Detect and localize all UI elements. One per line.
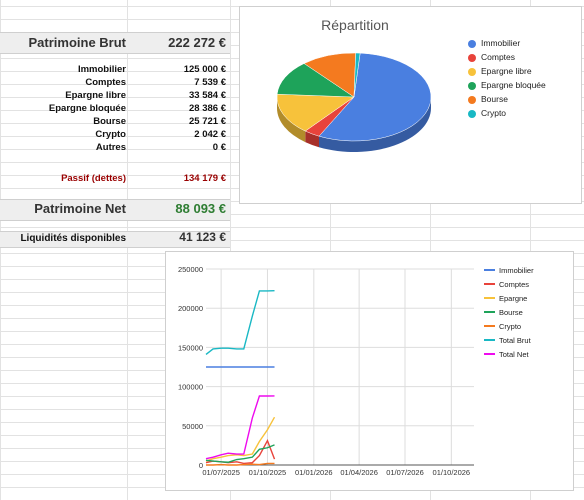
line-chart-panel[interactable]: 0 50000 100000 150000 200000 250000 01/07/2025…	[165, 251, 574, 491]
patrimoine-net-label[interactable]: Patrimoine Net	[34, 201, 126, 216]
x-tick-label: 01/07/2025	[202, 468, 240, 477]
pie-chart-panel[interactable]: Répartition Immobilier Comptes Epargne l…	[239, 6, 582, 204]
pie-slice-crypto	[353, 52, 361, 98]
y-tick-label: 200000	[178, 304, 203, 313]
liquidites-value[interactable]: 41 123 €	[179, 230, 226, 244]
x-tick-label: 01/10/2025	[249, 468, 287, 477]
x-tick-label: 01/01/2026	[295, 468, 333, 477]
liquid-band	[0, 231, 230, 248]
legend-dot-comptes	[468, 54, 476, 62]
pie-slice-immobilier	[318, 52, 432, 142]
row-value-epargne-libre[interactable]: 33 584 €	[189, 90, 226, 101]
pie-slice-epargne-bloquée	[276, 63, 355, 98]
series-line-bourse	[205, 444, 275, 463]
y-tick-label: 250000	[178, 265, 203, 274]
passif-value[interactable]: 134 179 €	[183, 173, 226, 184]
legend-crypto: Crypto	[481, 108, 507, 118]
legend-label-bourse: Bourse	[499, 308, 523, 317]
legend-immobilier: Immobilier	[481, 38, 521, 48]
legend-epargne-bloquee: Epargne bloquée	[481, 80, 546, 90]
pie-slice-epargne-libre	[276, 93, 355, 132]
line-chart: 0 50000 100000 150000 200000 250000 01/07/2025…	[178, 265, 534, 477]
legend-label-epargne: Epargne	[499, 294, 527, 303]
legend-label-comptes: Comptes	[499, 280, 529, 289]
row-label-epargne-libre[interactable]: Epargne libre	[65, 90, 126, 101]
pie-chart-title: Répartition	[321, 17, 389, 33]
legend-bourse: Bourse	[481, 94, 508, 104]
patrimoine-brut-label[interactable]: Patrimoine Brut	[28, 35, 126, 50]
patrimoine-net-value[interactable]: 88 093 €	[175, 201, 226, 216]
legend-epargne-libre: Epargne libre	[481, 66, 532, 76]
y-tick-label: 150000	[178, 343, 203, 352]
legend-label-crypto: Crypto	[499, 322, 521, 331]
legend-label-immobilier: Immobilier	[499, 266, 534, 275]
legend-dot-immobilier	[468, 40, 476, 48]
row-value-bourse[interactable]: 25 721 €	[189, 116, 226, 127]
legend-comptes: Comptes	[481, 52, 516, 62]
column-divider	[127, 0, 128, 500]
row-label-immobilier[interactable]: Immobilier	[77, 64, 126, 75]
pie-side-comptes	[305, 131, 319, 148]
legend-dot-epargne-bloquee	[468, 82, 476, 90]
brut-band	[0, 32, 230, 54]
pie-side-epargne-libre	[277, 97, 306, 143]
net-band	[0, 199, 230, 221]
column-divider	[530, 0, 531, 500]
row-label-epargne-bloquee[interactable]: Epargne bloquée	[48, 103, 126, 114]
passif-label[interactable]: Passif (dettes)	[61, 173, 126, 184]
row-value-crypto[interactable]: 2 042 €	[194, 129, 226, 140]
column-divider	[330, 0, 331, 500]
row-value-comptes[interactable]: 7 539 €	[194, 77, 226, 88]
pie-side-immobilier	[318, 97, 431, 152]
y-tick-label: 100000	[178, 383, 203, 392]
row-value-epargne-bloquee[interactable]: 28 386 €	[189, 103, 226, 114]
column-divider	[230, 0, 231, 500]
series-line-total-net	[205, 395, 275, 460]
y-tick-label: 50000	[182, 422, 203, 431]
x-tick-label: 01/10/2026	[433, 468, 471, 477]
pie-chart	[276, 52, 432, 152]
legend-dot-bourse	[468, 96, 476, 104]
legend-label-total-brut: Total Brut	[499, 336, 532, 345]
column-divider	[430, 0, 431, 500]
series-line-comptes	[205, 439, 276, 465]
legend-dot-crypto	[468, 110, 476, 118]
legend-dot-epargne-libre	[468, 68, 476, 76]
row-label-crypto[interactable]: Crypto	[95, 129, 126, 140]
liquidites-label[interactable]: Liquidités disponibles	[20, 233, 126, 244]
row-value-immobilier[interactable]: 125 000 €	[183, 64, 226, 75]
legend-label-total-net: Total Net	[499, 350, 530, 359]
series-line-epargne	[205, 416, 276, 462]
series-line-crypto	[206, 462, 275, 466]
x-tick-label: 01/04/2026	[340, 468, 378, 477]
patrimoine-brut-value[interactable]: 222 272 €	[168, 35, 226, 50]
row-label-bourse[interactable]: Bourse	[93, 116, 126, 127]
y-tick-label: 0	[199, 461, 203, 470]
row-label-autres[interactable]: Autres	[95, 142, 126, 153]
row-label-comptes[interactable]: Comptes	[85, 77, 126, 88]
pie-side-walls	[277, 97, 431, 152]
x-tick-label: 01/07/2026	[386, 468, 424, 477]
row-value-autres[interactable]: 0 €	[212, 142, 226, 153]
series-line-total-brut	[205, 290, 275, 356]
